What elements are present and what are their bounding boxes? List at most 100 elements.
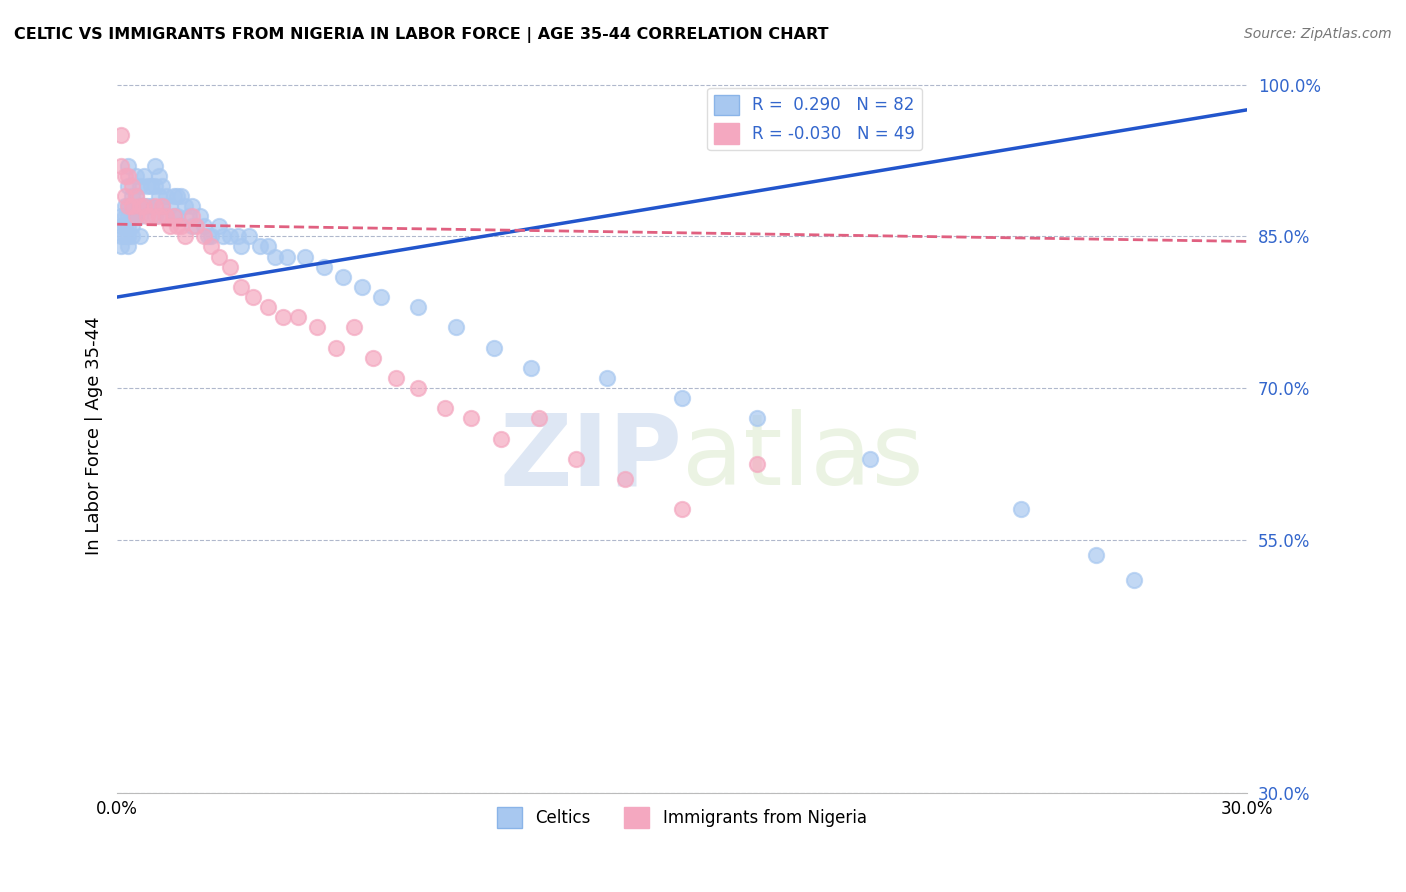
Y-axis label: In Labor Force | Age 35-44: In Labor Force | Age 35-44: [86, 317, 103, 556]
Point: [460, 411, 482, 425]
Point: [155, 189, 177, 203]
Point: [117, 199, 139, 213]
Point: [166, 209, 188, 223]
Point: [136, 209, 159, 223]
Point: [110, 209, 132, 223]
Text: CELTIC VS IMMIGRANTS FROM NIGERIA IN LABOR FORCE | AGE 35-44 CORRELATION CHART: CELTIC VS IMMIGRANTS FROM NIGERIA IN LAB…: [14, 27, 828, 43]
Point: [121, 178, 143, 193]
Point: [211, 229, 233, 244]
Point: [150, 199, 173, 213]
Point: [671, 391, 693, 405]
Point: [143, 209, 166, 223]
Point: [489, 432, 512, 446]
Point: [1085, 548, 1108, 562]
Point: [332, 269, 354, 284]
Point: [181, 199, 204, 213]
Point: [125, 209, 148, 223]
Point: [117, 159, 139, 173]
Point: [408, 381, 430, 395]
Point: [110, 128, 132, 143]
Point: [139, 209, 162, 223]
Point: [177, 209, 200, 223]
Point: [136, 178, 159, 193]
Point: [139, 178, 162, 193]
Point: [170, 219, 193, 234]
Point: [482, 341, 505, 355]
Point: [350, 280, 373, 294]
Point: [110, 159, 132, 173]
Point: [276, 250, 298, 264]
Point: [121, 199, 143, 213]
Point: [305, 320, 328, 334]
Point: [231, 280, 253, 294]
Point: [166, 189, 188, 203]
Point: [166, 219, 188, 234]
Point: [433, 401, 456, 416]
Text: ZIP: ZIP: [499, 409, 682, 506]
Point: [121, 209, 143, 223]
Point: [747, 411, 769, 425]
Point: [150, 199, 173, 213]
Point: [121, 189, 143, 203]
Point: [343, 320, 366, 334]
Point: [128, 209, 150, 223]
Point: [117, 178, 139, 193]
Point: [264, 250, 287, 264]
Point: [520, 360, 543, 375]
Point: [143, 178, 166, 193]
Point: [384, 371, 406, 385]
Point: [128, 199, 150, 213]
Point: [242, 290, 264, 304]
Point: [1310, 436, 1333, 450]
Point: [117, 239, 139, 253]
Point: [287, 310, 309, 325]
Point: [155, 209, 177, 223]
Text: Source: ZipAtlas.com: Source: ZipAtlas.com: [1244, 27, 1392, 41]
Point: [1010, 502, 1032, 516]
Point: [747, 457, 769, 471]
Point: [125, 189, 148, 203]
Point: [128, 229, 150, 244]
Point: [271, 310, 294, 325]
Point: [181, 209, 204, 223]
Point: [219, 229, 242, 244]
Point: [117, 229, 139, 244]
Point: [117, 219, 139, 234]
Point: [671, 502, 693, 516]
Point: [128, 199, 150, 213]
Point: [370, 290, 392, 304]
Point: [143, 159, 166, 173]
Point: [226, 229, 249, 244]
Point: [159, 199, 181, 213]
Point: [148, 169, 170, 183]
Text: atlas: atlas: [682, 409, 924, 506]
Point: [408, 300, 430, 314]
Point: [117, 169, 139, 183]
Point: [314, 260, 336, 274]
Point: [200, 229, 222, 244]
Point: [614, 472, 637, 486]
Point: [174, 229, 197, 244]
Point: [197, 229, 219, 244]
Point: [361, 351, 384, 365]
Point: [148, 189, 170, 203]
Point: [249, 239, 271, 253]
Point: [125, 209, 148, 223]
Point: [565, 451, 588, 466]
Point: [294, 250, 316, 264]
Point: [136, 199, 159, 213]
Point: [208, 250, 231, 264]
Point: [121, 219, 143, 234]
Point: [143, 199, 166, 213]
Point: [159, 219, 181, 234]
Point: [114, 199, 136, 213]
Point: [110, 229, 132, 244]
Point: [117, 199, 139, 213]
Point: [238, 229, 260, 244]
Point: [128, 178, 150, 193]
Point: [132, 169, 155, 183]
Point: [1122, 574, 1144, 588]
Point: [139, 199, 162, 213]
Point: [174, 199, 197, 213]
Point: [163, 209, 186, 223]
